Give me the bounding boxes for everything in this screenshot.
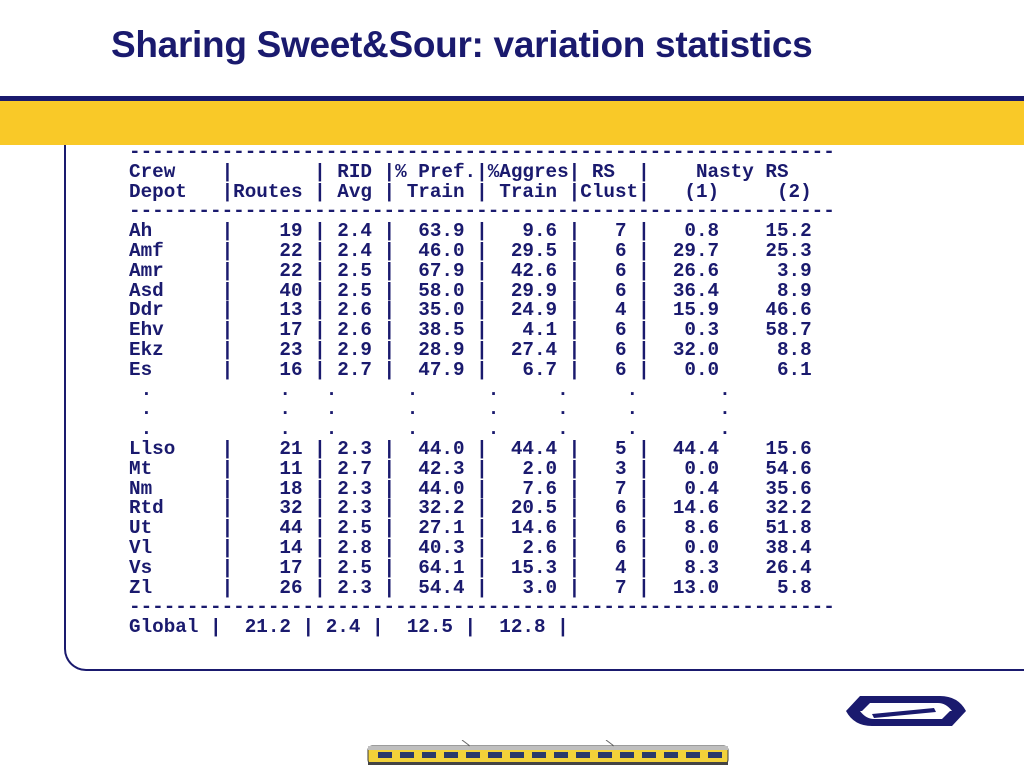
table-row: Amf | 22 | 2.4 | 46.0 | 29.5 | 6 | 29.7 … (129, 239, 812, 262)
table-row: Llso | 21 | 2.3 | 44.0 | 44.4 | 5 | 44.4… (129, 437, 812, 460)
table-ellipsis-row: . . . . . . . . (129, 398, 731, 421)
header-yellow-band (0, 101, 1024, 145)
table-row: Rtd | 32 | 2.3 | 32.2 | 20.5 | 6 | 14.6 … (129, 497, 812, 520)
table-row: Ekz | 23 | 2.9 | 28.9 | 27.4 | 6 | 32.0 … (129, 338, 812, 361)
table-separator-top: ----------------------------------------… (129, 141, 835, 163)
table-row: Ah | 19 | 2.4 | 63.9 | 9.6 | 7 | 0.8 15.… (129, 220, 812, 243)
table-ellipsis-row: . . . . . . . . (129, 378, 731, 401)
table-global-row: Global | 21.2 | 2.4 | 12.5 | 12.8 | (129, 616, 569, 639)
table-row: Asd | 40 | 2.5 | 58.0 | 29.9 | 6 | 36.4 … (129, 279, 812, 302)
statistics-table: ----------------------------------------… (129, 141, 835, 639)
table-separator-bottom: ----------------------------------------… (129, 596, 835, 619)
table-ellipsis-row: . . . . . . . . (129, 418, 731, 441)
table-row: Ddr | 13 | 2.6 | 35.0 | 24.9 | 4 | 15.9 … (129, 299, 812, 322)
table-row: Es | 16 | 2.7 | 47.9 | 6.7 | 6 | 0.0 6.1 (129, 358, 812, 381)
ns-railways-logo-icon (846, 696, 966, 726)
content-frame (64, 145, 1024, 671)
table-header-line-1: Crew | | RID |% Pref.|%Aggres| RS | Nast… (129, 160, 789, 183)
table-row: Mt | 11 | 2.7 | 42.3 | 2.0 | 3 | 0.0 54.… (129, 457, 812, 480)
table-row: Ehv | 17 | 2.6 | 38.5 | 4.1 | 6 | 0.3 58… (129, 319, 812, 342)
slide-title: Sharing Sweet&Sour: variation statistics (111, 24, 813, 65)
table-row: Zl | 26 | 2.3 | 54.4 | 3.0 | 7 | 13.0 5.… (129, 576, 812, 599)
header-navy-rule (0, 96, 1024, 101)
table-row: Vl | 14 | 2.8 | 40.3 | 2.6 | 6 | 0.0 38.… (129, 536, 812, 559)
table-row: Vs | 17 | 2.5 | 64.1 | 15.3 | 4 | 8.3 26… (129, 556, 812, 579)
table-row: Ut | 44 | 2.5 | 27.1 | 14.6 | 6 | 8.6 51… (129, 517, 812, 540)
train-illustration-icon (367, 740, 729, 765)
table-header-line-2: Depot |Routes | Avg | Train | Train |Clu… (129, 180, 812, 203)
table-row: Nm | 18 | 2.3 | 44.0 | 7.6 | 7 | 0.4 35.… (129, 477, 812, 500)
table-separator-header: ----------------------------------------… (129, 200, 835, 223)
table-row: Amr | 22 | 2.5 | 67.9 | 42.6 | 6 | 26.6 … (129, 259, 812, 282)
